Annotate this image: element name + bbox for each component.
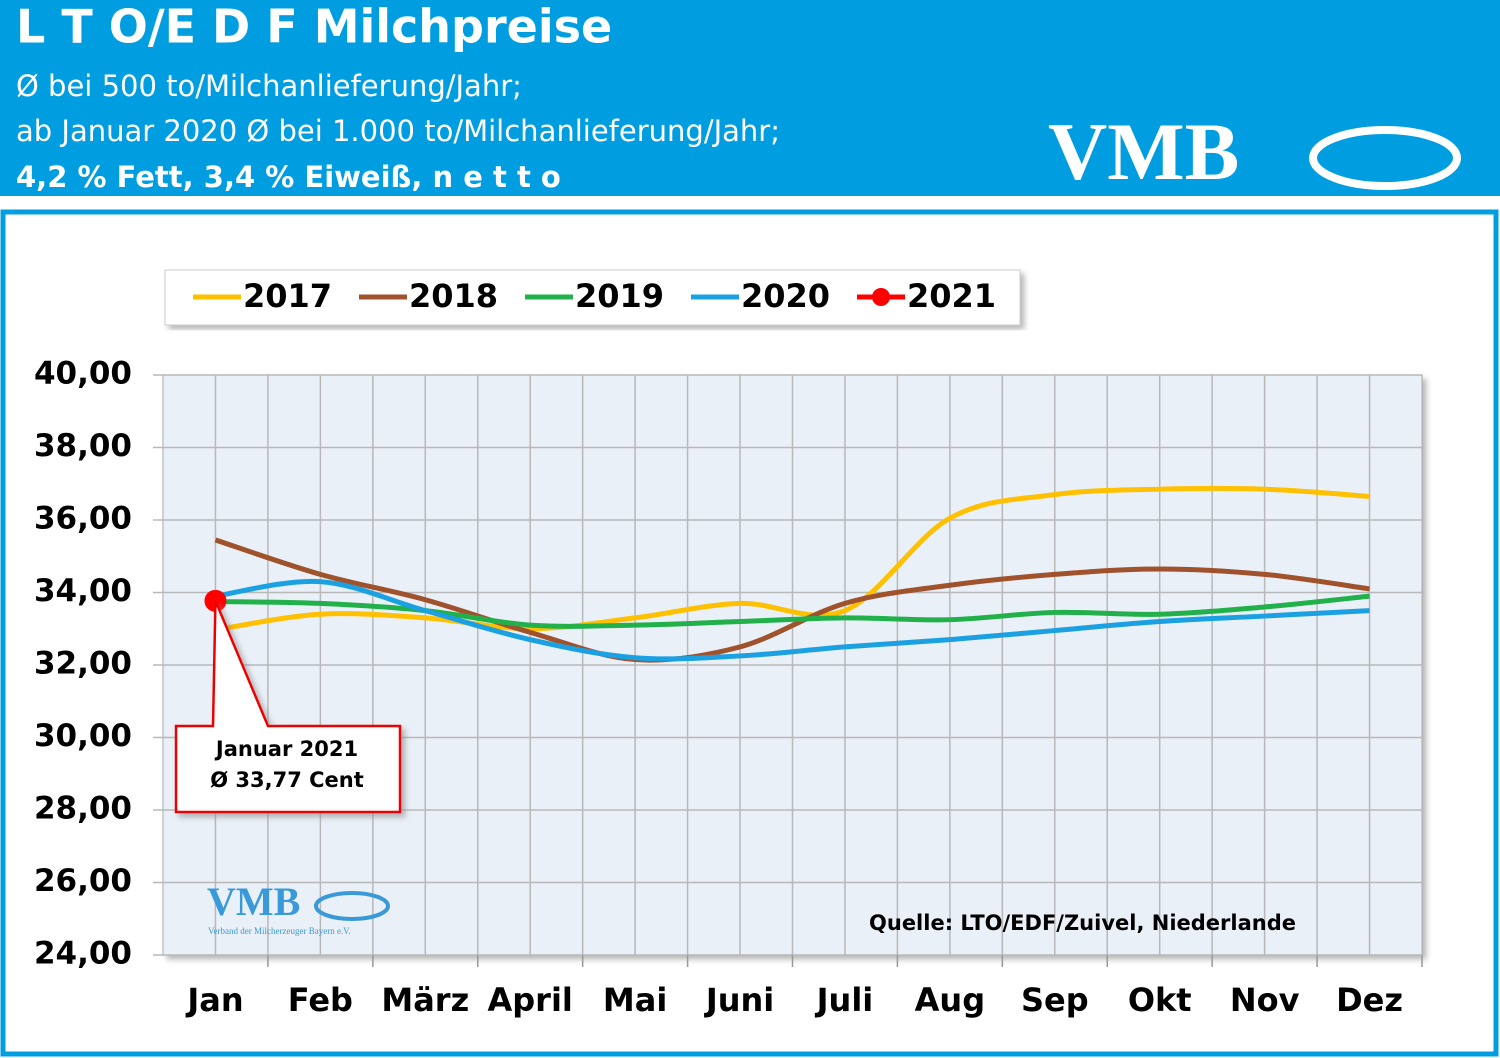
legend-label: 2019: [575, 277, 664, 315]
x-tick-label: März: [381, 981, 469, 1019]
panel-border: [0, 209, 1499, 1057]
x-tick-label: Sep: [1021, 981, 1089, 1019]
legend-marker: [872, 288, 890, 306]
watermark-tagline: Verband der Milcherzeuger Bayern e.V.: [208, 926, 351, 936]
y-tick-label: 24,00: [34, 936, 132, 972]
series-line: [215, 485, 1370, 633]
y-tick-label: 32,00: [34, 646, 132, 682]
legend-label: 2021: [907, 277, 996, 315]
legend-label: 2020: [741, 277, 830, 315]
x-tick-label: Mai: [603, 981, 667, 1019]
watermark-logo: VMB: [207, 879, 300, 924]
x-tick-label: April: [488, 981, 573, 1019]
callout: [174, 600, 402, 814]
x-tick-label: Okt: [1128, 981, 1192, 1019]
x-tick-label: Aug: [915, 981, 985, 1019]
y-tick-label: 26,00: [34, 863, 132, 899]
x-tick-label: Feb: [288, 981, 353, 1019]
logo: VMB: [1048, 106, 1239, 197]
annotation: Ø 33,77 Cent: [210, 768, 364, 792]
x-tick-label: Dez: [1336, 981, 1403, 1019]
y-tick-label: 28,00: [34, 791, 132, 827]
x-tick-label: Nov: [1230, 981, 1300, 1019]
series-line: [215, 578, 1370, 662]
legend-label: 2018: [409, 277, 498, 315]
y-tick-label: 40,00: [34, 356, 132, 392]
subtitle: Ø bei 500 to/Milchanlieferung/Jahr;: [16, 69, 522, 103]
y-tick-label: 36,00: [34, 501, 132, 537]
title: L T O/E D F Milchpreise: [16, 0, 612, 54]
watermark-swirl: [314, 891, 390, 921]
series-line: [214, 537, 1370, 663]
annotation: Januar 2021: [214, 737, 358, 761]
y-tick-label: 30,00: [34, 718, 132, 754]
header-band: [0, 0, 1500, 196]
logo-swirl: [1309, 126, 1461, 190]
subtitle: 4,2 % Fett, 3,4 % Eiweiß, n e t t o: [16, 160, 561, 194]
x-tick-label: Jan: [185, 981, 243, 1019]
x-tick-label: Juni: [704, 981, 774, 1019]
source: Quelle: LTO/EDF/Zuivel, Niederlande: [869, 911, 1296, 935]
x-tick-label: Juli: [815, 981, 874, 1019]
y-tick-label: 34,00: [34, 573, 132, 609]
legend-label: 2017: [243, 277, 332, 315]
y-tick-label: 38,00: [34, 428, 132, 464]
subtitle: ab Januar 2020 Ø bei 1.000 to/Milchanlie…: [16, 114, 780, 148]
